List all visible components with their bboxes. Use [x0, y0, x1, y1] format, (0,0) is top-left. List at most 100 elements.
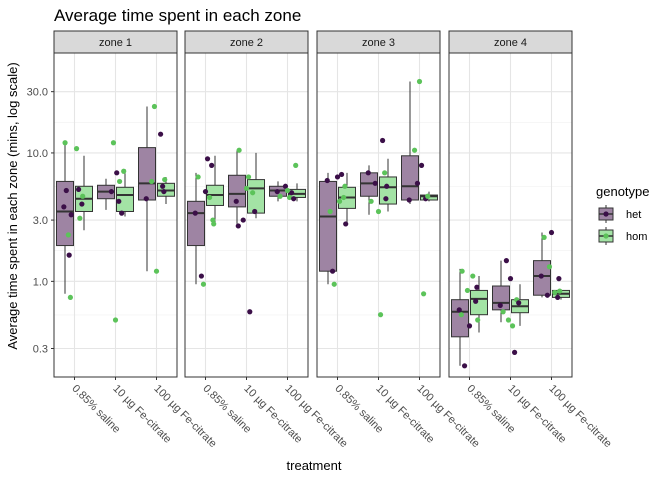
data-point: [372, 180, 378, 186]
data-point: [289, 190, 295, 196]
data-point: [475, 317, 481, 323]
data-point: [62, 140, 68, 146]
data-point: [80, 193, 86, 199]
data-point: [282, 183, 289, 189]
data-point: [470, 273, 476, 279]
data-point: [421, 291, 427, 297]
data-point: [459, 268, 465, 274]
data-point: [331, 281, 337, 287]
data-point: [198, 273, 204, 279]
data-point: [61, 204, 67, 210]
data-point: [548, 229, 555, 236]
data-point: [274, 188, 280, 195]
data-point: [79, 201, 85, 207]
legend-label-het: het: [626, 209, 641, 221]
box-het: [319, 180, 337, 272]
data-point: [245, 174, 252, 180]
data-point: [68, 212, 74, 218]
data-point: [209, 162, 215, 168]
y-tick-label: 30.0: [27, 87, 48, 99]
legend-title: genotype: [596, 184, 650, 199]
data-point: [380, 137, 386, 144]
data-point: [383, 196, 389, 202]
data-point: [235, 223, 241, 229]
data-point: [153, 268, 160, 274]
data-point: [73, 146, 80, 152]
data-point: [503, 258, 509, 264]
data-point: [329, 268, 336, 274]
data-point: [382, 170, 388, 176]
data-point: [509, 323, 516, 329]
data-point: [339, 171, 345, 178]
facet-label: zone 3: [362, 37, 395, 49]
y-tick-label: 0.3: [33, 344, 48, 356]
data-point: [207, 194, 213, 201]
data-point: [151, 103, 158, 110]
data-point: [160, 183, 166, 189]
data-point: [250, 190, 256, 196]
box-het: [451, 299, 469, 338]
data-point: [202, 188, 209, 195]
data-point: [556, 276, 562, 282]
data-point: [148, 178, 155, 185]
data-point: [368, 198, 374, 204]
box-hom: [116, 186, 134, 212]
data-point: [286, 194, 293, 201]
data-point: [277, 193, 283, 199]
data-point: [63, 187, 69, 194]
data-point: [143, 196, 149, 202]
data-point: [252, 208, 258, 215]
data-point: [464, 287, 471, 294]
box-het: [492, 285, 510, 311]
data-point: [291, 196, 297, 202]
box-het: [228, 174, 246, 208]
data-point: [161, 188, 167, 195]
y-tick-label: 3.0: [33, 215, 48, 227]
box-hom: [470, 289, 488, 316]
facet-label: zone 1: [99, 37, 132, 49]
data-point: [343, 221, 349, 227]
data-point: [158, 131, 164, 137]
data-point: [65, 232, 71, 238]
data-point: [108, 188, 114, 195]
data-point: [555, 294, 561, 301]
data-point: [406, 197, 412, 203]
data-point: [324, 177, 330, 184]
data-point: [162, 176, 168, 183]
data-point: [327, 208, 333, 215]
legend-key-point: [603, 233, 609, 239]
legend: genotype het hom: [596, 184, 650, 246]
data-point: [375, 208, 382, 215]
data-point: [418, 162, 425, 168]
data-point: [66, 252, 72, 258]
data-point: [200, 281, 207, 287]
data-point: [76, 186, 82, 193]
box-hom: [247, 179, 265, 214]
data-point: [538, 273, 544, 279]
data-point: [414, 180, 421, 186]
x-axis-label: treatment: [287, 458, 342, 473]
data-point: [557, 288, 563, 294]
data-point: [516, 300, 522, 306]
data-point: [505, 317, 512, 323]
box-het: [401, 155, 419, 201]
data-point: [236, 147, 242, 153]
chart-title: Average time spent in each zone: [54, 6, 301, 25]
data-point: [507, 276, 514, 282]
data-point: [117, 178, 123, 185]
data-point: [497, 302, 503, 308]
legend-key-point: [603, 211, 609, 217]
data-point: [210, 217, 216, 223]
data-point: [112, 317, 119, 323]
data-point: [466, 323, 473, 329]
box-het: [56, 180, 74, 247]
facet-strip: [184, 30, 309, 54]
data-point: [116, 198, 122, 204]
data-point: [67, 294, 73, 301]
y-tick-label: 1.0: [33, 276, 48, 288]
data-point: [293, 162, 299, 168]
data-point: [456, 307, 462, 313]
data-point: [121, 168, 127, 174]
